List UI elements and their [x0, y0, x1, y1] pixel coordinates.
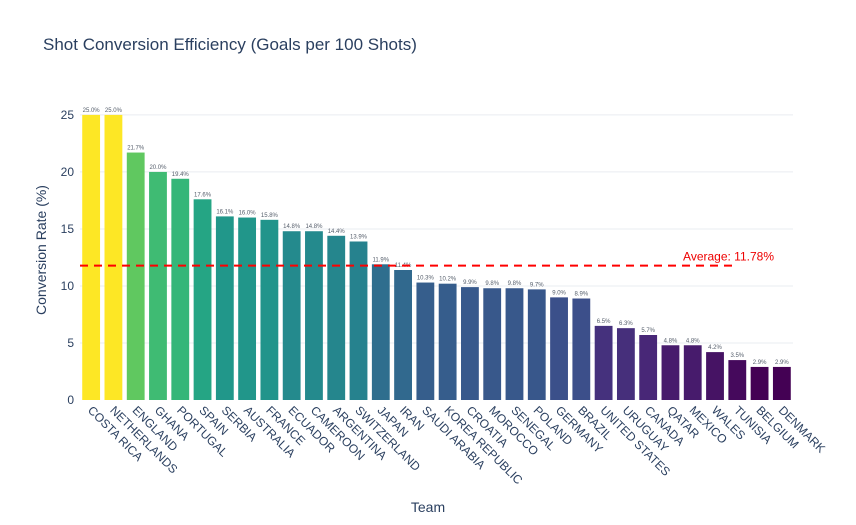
data-label: 25.0%: [105, 108, 123, 114]
bar: [371, 264, 390, 400]
data-label: 9.7%: [530, 282, 544, 288]
bar: [594, 325, 613, 400]
data-label: 4.8%: [664, 338, 678, 344]
bar: [706, 352, 724, 400]
y-tick-label: 25: [61, 108, 75, 122]
bar: [82, 114, 101, 400]
data-label: 14.8%: [283, 224, 301, 230]
bar: [750, 366, 769, 400]
x-axis-title: Team: [411, 499, 445, 515]
bar: [104, 114, 123, 400]
data-label: 20.0%: [149, 165, 167, 171]
bar: [728, 360, 747, 400]
data-label: 19.4%: [172, 172, 190, 178]
bar: [215, 216, 234, 400]
chart-title: Shot Conversion Efficiency (Goals per 10…: [43, 35, 417, 54]
data-label: 6.3%: [619, 321, 633, 327]
data-label: 9.9%: [463, 280, 477, 286]
data-label: 2.9%: [753, 360, 767, 366]
average-line-group: Average: 11.78%: [80, 250, 774, 267]
bar: [416, 282, 435, 400]
bar: [550, 297, 568, 400]
bars: [82, 114, 791, 400]
y-tick-label: 20: [61, 165, 75, 179]
data-label: 3.5%: [730, 353, 744, 359]
bar: [305, 231, 323, 400]
bar: [438, 283, 457, 400]
data-label: 16.0%: [239, 211, 257, 217]
bar: [505, 288, 524, 400]
y-tick-label: 0: [67, 393, 74, 407]
bar: [126, 152, 145, 400]
average-label: Average: 11.78%: [683, 250, 774, 264]
data-label: 15.8%: [261, 213, 279, 219]
data-label: 9.8%: [485, 281, 499, 287]
y-tick-label: 10: [61, 279, 75, 293]
data-label: 2.9%: [775, 360, 789, 366]
data-label: 25.0%: [83, 108, 101, 114]
bar: [171, 178, 190, 400]
bar: [683, 345, 702, 400]
data-label: 16.1%: [216, 209, 234, 215]
data-label: 10.3%: [417, 276, 435, 282]
data-label: 11.9%: [373, 257, 390, 263]
data-label: 6.5%: [597, 319, 611, 325]
data-label: 14.8%: [305, 224, 323, 230]
bar: [572, 298, 591, 400]
data-label: 9.0%: [552, 290, 566, 296]
bar: [238, 217, 257, 400]
data-label: 17.6%: [194, 192, 212, 198]
data-label: 10.2%: [439, 277, 457, 283]
bar: [772, 366, 791, 400]
data-label: 14.4%: [328, 229, 346, 235]
bar: [260, 219, 279, 400]
bar: [639, 335, 658, 400]
data-label: 8.9%: [574, 292, 588, 298]
data-label: 9.8%: [508, 281, 522, 287]
bar: [661, 345, 680, 400]
bar: [149, 171, 167, 400]
data-label: 5.7%: [641, 328, 655, 334]
data-label: 13.9%: [350, 234, 368, 240]
data-label: 4.8%: [686, 338, 700, 344]
y-axis-ticks: 0 5 10 15 20 25: [61, 108, 75, 407]
bar: [327, 235, 346, 400]
bar: [193, 199, 212, 400]
y-axis-title: Conversion Rate (%): [33, 185, 49, 315]
x-axis-ticks: COSTA RICANETHERLANDSENGLANDGHANAPORTUGA…: [85, 403, 828, 487]
data-label: 4.2%: [708, 345, 722, 351]
bar: [527, 289, 546, 400]
bar: [616, 328, 635, 400]
bar: [394, 270, 412, 400]
bar: [461, 287, 479, 400]
bar: [349, 241, 368, 400]
data-label: 21.7%: [127, 146, 145, 152]
bar: [483, 288, 502, 400]
y-tick-label: 5: [67, 336, 74, 350]
bar: [282, 231, 301, 400]
y-tick-label: 15: [61, 222, 75, 236]
